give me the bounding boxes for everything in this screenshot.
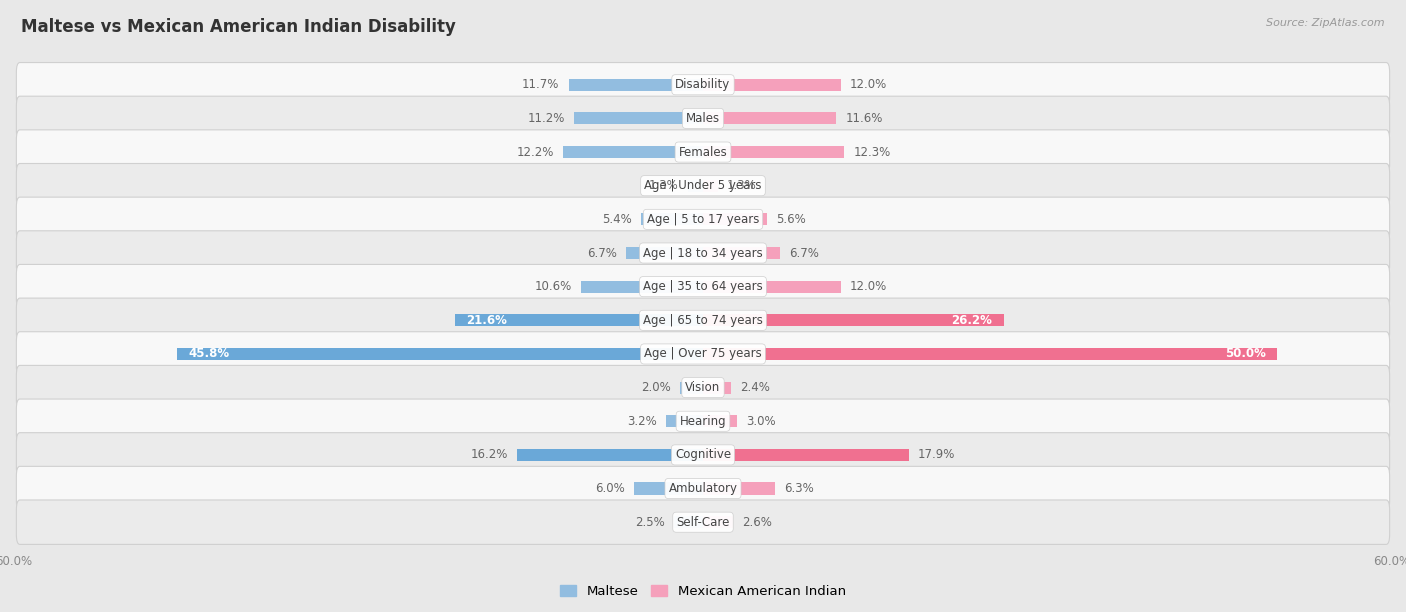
- Text: Age | Under 5 years: Age | Under 5 years: [644, 179, 762, 192]
- Text: Age | 65 to 74 years: Age | 65 to 74 years: [643, 314, 763, 327]
- Text: Age | 18 to 34 years: Age | 18 to 34 years: [643, 247, 763, 259]
- Text: 6.0%: 6.0%: [595, 482, 624, 495]
- Text: Age | 5 to 17 years: Age | 5 to 17 years: [647, 213, 759, 226]
- Text: Females: Females: [679, 146, 727, 159]
- FancyBboxPatch shape: [17, 197, 1389, 242]
- Bar: [634, 482, 703, 494]
- Text: 45.8%: 45.8%: [188, 348, 229, 360]
- FancyBboxPatch shape: [17, 332, 1389, 376]
- Text: 6.3%: 6.3%: [785, 482, 814, 495]
- Text: 2.0%: 2.0%: [641, 381, 671, 394]
- Text: 12.0%: 12.0%: [851, 280, 887, 293]
- Text: 2.5%: 2.5%: [636, 516, 665, 529]
- Bar: [568, 79, 703, 91]
- Text: 6.7%: 6.7%: [789, 247, 818, 259]
- FancyBboxPatch shape: [17, 130, 1389, 174]
- Text: Hearing: Hearing: [679, 415, 727, 428]
- Text: 3.2%: 3.2%: [627, 415, 657, 428]
- Bar: [703, 516, 733, 528]
- Bar: [517, 449, 703, 461]
- Bar: [703, 280, 841, 293]
- Text: 2.6%: 2.6%: [742, 516, 772, 529]
- Bar: [703, 214, 768, 225]
- Text: 21.6%: 21.6%: [467, 314, 508, 327]
- Bar: [703, 146, 844, 158]
- FancyBboxPatch shape: [17, 298, 1389, 343]
- FancyBboxPatch shape: [17, 399, 1389, 444]
- Text: 12.0%: 12.0%: [851, 78, 887, 91]
- Text: Cognitive: Cognitive: [675, 449, 731, 461]
- Text: 2.4%: 2.4%: [740, 381, 769, 394]
- Text: 5.4%: 5.4%: [602, 213, 631, 226]
- Bar: [703, 348, 1277, 360]
- Bar: [456, 314, 703, 326]
- Bar: [575, 113, 703, 124]
- Text: 10.6%: 10.6%: [534, 280, 572, 293]
- Text: 1.3%: 1.3%: [727, 179, 756, 192]
- FancyBboxPatch shape: [17, 231, 1389, 275]
- Bar: [703, 381, 731, 394]
- Bar: [703, 247, 780, 259]
- Text: 12.2%: 12.2%: [516, 146, 554, 159]
- Text: 6.7%: 6.7%: [588, 247, 617, 259]
- Text: 1.3%: 1.3%: [650, 179, 679, 192]
- Bar: [675, 516, 703, 528]
- Text: Disability: Disability: [675, 78, 731, 91]
- FancyBboxPatch shape: [17, 264, 1389, 309]
- Text: 16.2%: 16.2%: [471, 449, 508, 461]
- Bar: [703, 180, 718, 192]
- Bar: [626, 247, 703, 259]
- Text: 3.0%: 3.0%: [747, 415, 776, 428]
- Bar: [703, 314, 1004, 326]
- Bar: [703, 415, 738, 427]
- Text: 26.2%: 26.2%: [952, 314, 993, 327]
- Bar: [703, 482, 775, 494]
- Text: Source: ZipAtlas.com: Source: ZipAtlas.com: [1267, 18, 1385, 28]
- Text: Vision: Vision: [685, 381, 721, 394]
- Bar: [562, 146, 703, 158]
- Bar: [688, 180, 703, 192]
- Text: 5.6%: 5.6%: [776, 213, 806, 226]
- FancyBboxPatch shape: [17, 500, 1389, 545]
- Text: 11.6%: 11.6%: [845, 112, 883, 125]
- Text: Males: Males: [686, 112, 720, 125]
- Bar: [703, 449, 908, 461]
- FancyBboxPatch shape: [17, 163, 1389, 208]
- FancyBboxPatch shape: [17, 365, 1389, 410]
- Text: Ambulatory: Ambulatory: [668, 482, 738, 495]
- Text: Self-Care: Self-Care: [676, 516, 730, 529]
- FancyBboxPatch shape: [17, 433, 1389, 477]
- Bar: [666, 415, 703, 427]
- FancyBboxPatch shape: [17, 466, 1389, 511]
- Text: 11.7%: 11.7%: [522, 78, 560, 91]
- Text: Age | 35 to 64 years: Age | 35 to 64 years: [643, 280, 763, 293]
- Text: 17.9%: 17.9%: [918, 449, 955, 461]
- FancyBboxPatch shape: [17, 96, 1389, 141]
- Text: Age | Over 75 years: Age | Over 75 years: [644, 348, 762, 360]
- Text: 11.2%: 11.2%: [527, 112, 565, 125]
- Bar: [581, 280, 703, 293]
- Text: 50.0%: 50.0%: [1225, 348, 1265, 360]
- Text: 12.3%: 12.3%: [853, 146, 890, 159]
- Bar: [177, 348, 703, 360]
- Bar: [703, 79, 841, 91]
- Bar: [681, 381, 703, 394]
- Bar: [703, 113, 837, 124]
- FancyBboxPatch shape: [17, 62, 1389, 107]
- Bar: [641, 214, 703, 225]
- Legend: Maltese, Mexican American Indian: Maltese, Mexican American Indian: [555, 580, 851, 603]
- Text: Maltese vs Mexican American Indian Disability: Maltese vs Mexican American Indian Disab…: [21, 18, 456, 36]
